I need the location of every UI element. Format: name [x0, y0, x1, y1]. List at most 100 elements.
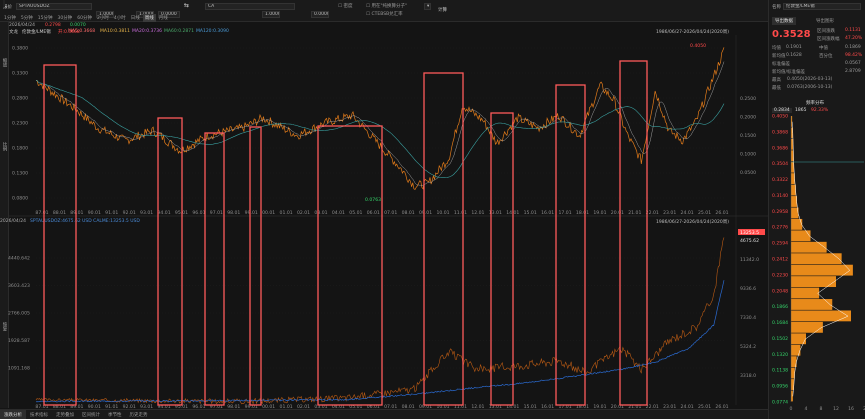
- swap-icon[interactable]: ⇆: [184, 2, 190, 9]
- period-tab[interactable]: 周线: [142, 14, 156, 22]
- dist-bar: [791, 379, 794, 390]
- scale-button[interactable]: 比例: [2, 142, 7, 151]
- dist-y-label: 0.3686: [772, 145, 788, 151]
- dist-curve: [791, 121, 851, 397]
- highlight-box: [555, 84, 586, 406]
- factor-field-5[interactable]: 0.0000: [311, 11, 329, 18]
- lower-x-tick: 07.01: [384, 404, 397, 410]
- instrument-input[interactable]: CA: [205, 3, 295, 10]
- lower-x-tick: 89.01: [70, 404, 83, 410]
- upper-x-tick: 18.01: [576, 210, 589, 216]
- period-tab[interactable]: 2小时: [96, 16, 109, 21]
- upper-x-tick: 01.01: [280, 210, 293, 216]
- stat-label: 最低: [772, 86, 781, 91]
- lower-x-tick: 87.01: [35, 404, 48, 410]
- dist-bar: [791, 321, 823, 333]
- quote-label: 报价: [3, 5, 12, 10]
- period-tabs: 1分钟 5分钟 15分钟 30分钟 60分钟 2小时 4小时 日线 周线 月线: [2, 14, 170, 22]
- lower-x-tick: 04.01: [332, 404, 345, 410]
- reset-button[interactable]: 恢复: [2, 322, 7, 331]
- dist-bar: [791, 356, 797, 368]
- lower-x-tick: 05.01: [349, 404, 362, 410]
- upper-y-tick: 0.1800: [12, 146, 28, 152]
- bottom-tab[interactable]: 涨跌分析: [0, 410, 26, 419]
- upper-ma5: MA5:0.3668: [68, 29, 96, 34]
- period-tab[interactable]: 1分钟: [4, 16, 16, 21]
- upper-open: 开:0.3668: [58, 30, 80, 35]
- upper-x-tick: 06.01: [367, 210, 380, 216]
- period-tab[interactable]: 15分钟: [37, 16, 53, 21]
- main-chart[interactable]: 0.3800 0.3300 0.2800 0.2300 0.1800 0.1300 0.08…: [0, 0, 768, 419]
- lower-x-tick: 24.01: [681, 404, 694, 410]
- upper-x-tick: 11.01: [454, 210, 467, 216]
- upper-y-tick: 0.1300: [12, 171, 28, 177]
- lower-x-tick: 06.01: [367, 404, 380, 410]
- dist-header-pct: 92.33%: [811, 108, 829, 113]
- upper-x-tick: 20.01: [611, 210, 624, 216]
- export-chart-button[interactable]: 导出图形: [816, 19, 834, 24]
- upper-x-tick: 00.01: [262, 210, 275, 216]
- numerator-dropdown[interactable]: ▾: [424, 3, 431, 10]
- density-label: 密度: [343, 4, 353, 9]
- highlight-box: [619, 60, 648, 406]
- lower-x-tick: 95.01: [175, 404, 188, 410]
- distribution-title: 频率分布: [806, 101, 824, 106]
- dist-bar: [791, 253, 842, 265]
- export-data-button[interactable]: 导出数据: [772, 17, 796, 25]
- left-sidebar: 缩放 比例 恢复: [0, 22, 9, 408]
- upper-x-tick: 22.01: [646, 210, 659, 216]
- upper-x-tick: 17.01: [558, 210, 571, 216]
- upper-x-tick: 97.01: [210, 210, 223, 216]
- upper-x-tick: 26.01: [715, 210, 728, 216]
- symbol-input[interactable]: SPTAUUSDOZ: [16, 3, 92, 10]
- bottom-tab[interactable]: 历史走势: [129, 413, 148, 418]
- density-checkbox[interactable]: ☐ 密度: [338, 4, 353, 9]
- lower-x-tick: 16.01: [541, 404, 554, 410]
- tin-price-line: [35, 280, 725, 403]
- upper-x-tick: 04.01: [332, 210, 345, 216]
- dist-bar: [791, 184, 796, 196]
- dist-y-label: 0.2048: [772, 288, 788, 294]
- factor-field-3[interactable]: 0.0000: [158, 11, 180, 18]
- period-tab[interactable]: 30分钟: [57, 16, 73, 21]
- dist-bar: [791, 127, 793, 139]
- upper-x-tick: 99.01: [245, 210, 258, 216]
- pair-name-field[interactable]: 伦敦金/LME锡: [783, 3, 861, 10]
- dist-x-label: 0: [790, 406, 793, 412]
- upper-x-tick: 92.01: [123, 210, 136, 216]
- period-tab[interactable]: 60分钟: [77, 16, 92, 21]
- upper-x-tick: 96.01: [192, 210, 205, 216]
- numerator-checkbox[interactable]: ☐ 用在"纯换算分子": [366, 4, 408, 9]
- upper-y-tick: 0.3300: [12, 71, 28, 77]
- factor-field-4[interactable]: 1.0000: [262, 11, 280, 18]
- upper-x-tick: 13.01: [489, 210, 502, 216]
- bottom-tab[interactable]: 走势叠加: [56, 413, 74, 418]
- moving-average-line: [35, 61, 725, 187]
- factor-field-1[interactable]: 1.0000: [96, 11, 114, 18]
- dist-header-count: 1865: [795, 108, 807, 113]
- upper-x-tick: 23.01: [663, 210, 676, 216]
- period-tab[interactable]: 4小时: [113, 16, 126, 21]
- upper-x-tick: 87.01: [35, 210, 48, 216]
- dist-x-label: 4: [805, 406, 808, 412]
- bottom-tab[interactable]: 季节性: [108, 413, 122, 418]
- period-tab[interactable]: 日线: [130, 16, 140, 21]
- upper-right-tick: 0.1500: [740, 133, 756, 139]
- lower-x-tick: 91.01: [105, 404, 118, 410]
- calc-button[interactable]: 计算: [438, 8, 447, 13]
- interval-change: 0.1131: [845, 28, 861, 33]
- dist-bar: [791, 276, 836, 287]
- fx-checkbox[interactable]: ☐ CTEBSB兑汇率: [366, 12, 403, 17]
- upper-x-tick: 88.01: [53, 210, 66, 216]
- moving-average-line: [35, 80, 725, 179]
- bottom-tab[interactable]: 区间统计: [82, 413, 100, 418]
- bottom-tab-bar: 涨跌分析 技术指标 走势叠加 区间统计 季节性 历史走势: [0, 409, 768, 419]
- upper-change: 0.2798: [45, 23, 61, 28]
- lower-x-tick: 25.01: [698, 404, 711, 410]
- stat-label: 均值: [772, 46, 781, 51]
- last-value-red: 13253.5: [740, 230, 759, 236]
- period-tab[interactable]: 5分钟: [20, 16, 33, 21]
- zoom-button[interactable]: 缩放: [2, 58, 7, 67]
- period-tab[interactable]: 月线: [158, 16, 168, 21]
- bottom-tab[interactable]: 技术指标: [30, 413, 48, 418]
